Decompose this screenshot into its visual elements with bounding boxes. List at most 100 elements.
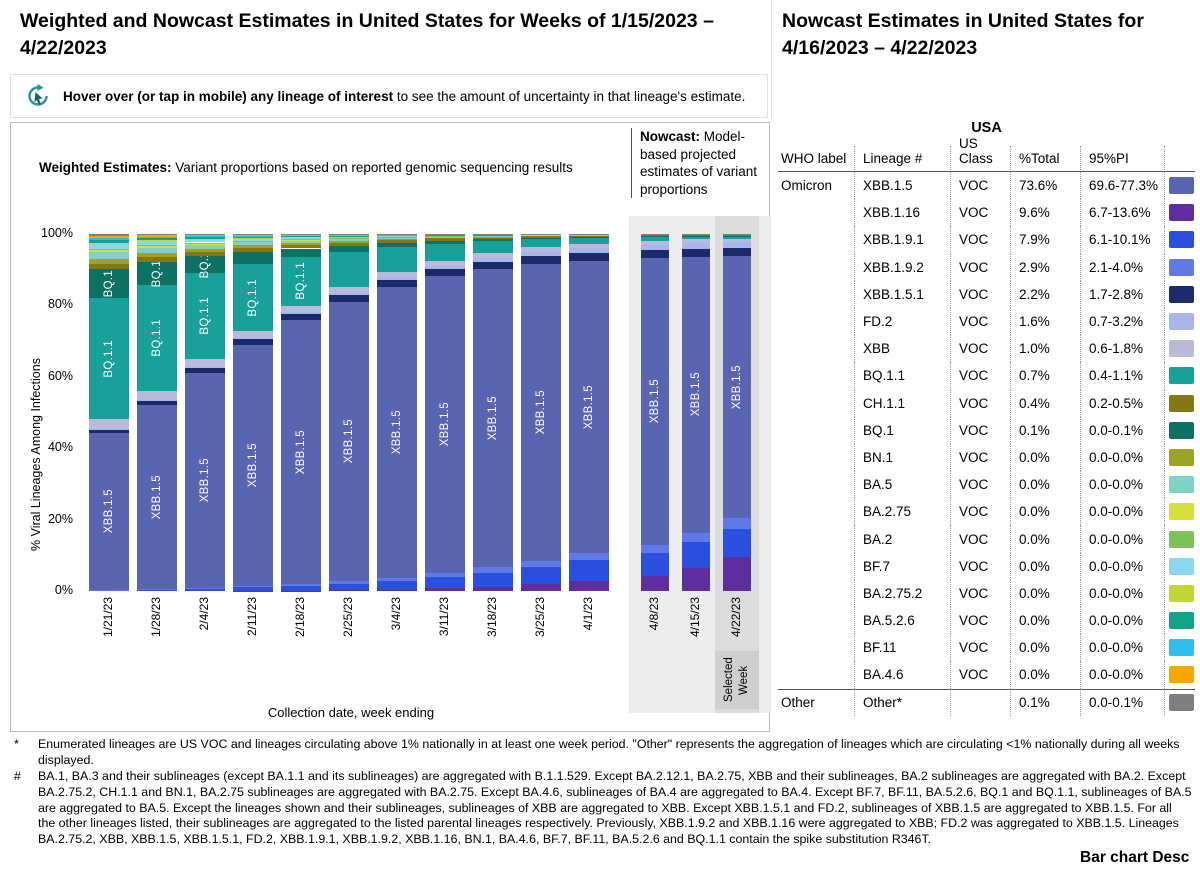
bar-segment-XBB.1.9.2[interactable] [233,586,273,588]
percent-total-cell[interactable]: 7.9% [1010,226,1080,254]
lineage-cell[interactable]: XBB.1.9.1 [854,226,950,254]
pi-cell[interactable]: 0.6-1.8% [1080,335,1164,363]
pi-cell[interactable]: 0.0-0.0% [1080,579,1164,607]
bar-segment-BN.1[interactable] [377,238,417,241]
us-class-cell[interactable]: VOC [950,226,1010,254]
stacked-bar-1/28/23[interactable]: XBB.1.5 BQ.1.1 BQ.1 [137,234,177,591]
bar-segment-BQ.1.1[interactable]: BQ.1.1 [233,263,273,331]
lineage-color-cell[interactable] [1164,443,1195,472]
bar-segment-Other[interactable] [137,234,177,236]
bar-segment-BA.2.75[interactable] [137,246,177,249]
bar-segment-BN.1[interactable] [425,237,465,239]
bar-segment-XBB.1.9.2[interactable] [377,577,417,581]
who-label-cell[interactable] [778,308,854,335]
percent-total-cell[interactable]: 0.7% [1010,362,1080,390]
bar-segment-XBB.1.9.1[interactable] [425,577,465,589]
bar-segment-BQ.1.1[interactable] [641,236,669,241]
bar-segment-BN.1[interactable] [185,248,225,252]
bar-segment-BF.7[interactable] [233,238,273,241]
bar-segment-BF.7[interactable] [185,239,225,243]
percent-total-cell[interactable]: 0.0% [1010,634,1080,662]
lineage-color-cell[interactable] [1164,389,1195,417]
bar-segment-FD.2[interactable] [377,277,417,281]
bar-segment-XBB.1.9.1[interactable] [89,589,129,591]
bar-segment-BQ.1.1[interactable]: BQ.1.1 [89,297,129,420]
bar-segment-XBB[interactable] [473,252,513,258]
bar-segment-BF.7[interactable] [377,235,417,237]
lineage-color-cell[interactable] [1164,172,1195,200]
lineage-color-cell[interactable] [1164,552,1195,580]
lineage-color-cell[interactable] [1164,661,1195,689]
bar-segment-XBB.1.5[interactable]: XBB.1.5 [425,275,465,574]
who-label-cell[interactable] [778,525,854,552]
lineage-color-cell[interactable] [1164,362,1195,390]
bar-segment-XBB[interactable] [682,239,710,244]
who-label-cell[interactable] [778,390,854,417]
pi-cell[interactable]: 0.0-0.0% [1080,634,1164,662]
bar-segment-XBB.1.9.2[interactable] [723,518,751,529]
us-class-cell[interactable]: VOC [950,280,1010,308]
bar-segment-XBB.1.9.1[interactable] [137,589,177,591]
stacked-bar-1/21/23[interactable]: XBB.1.5 BQ.1.1 BQ.1 [89,234,129,591]
bar-segment-XBB.1.5[interactable]: XBB.1.5 [641,257,669,545]
bar-segment-Other[interactable] [329,234,369,235]
bar-segment-CH.1.1[interactable] [137,257,177,263]
who-label-cell[interactable]: Omicron [781,178,833,194]
bar-segment-BA.5[interactable] [473,235,513,237]
bar-segment-XBB.1.5[interactable]: XBB.1.5 [521,263,561,561]
bar-segment-BQ.1.1[interactable] [329,251,369,288]
bar-segment-XBB.1.5.1[interactable] [682,248,710,257]
bar-segment-XBB.1.16[interactable] [473,586,513,591]
us-class-cell[interactable]: VOC [950,199,1010,227]
bar-segment-CH.1.1[interactable] [723,234,751,236]
who-label-cell[interactable] [778,553,854,580]
bar-segment-BQ.1[interactable]: BQ.1 [137,260,177,287]
bar-segment-BA.2.75[interactable] [329,238,369,240]
lineage-cell[interactable]: BA.2.75 [854,498,950,526]
bar-segment-XBB.1.5.1[interactable] [425,268,465,276]
bar-segment-BQ.1.1[interactable] [682,236,710,240]
bar-segment-BA.5[interactable] [425,236,465,238]
who-label-cell[interactable] [778,498,854,525]
bar-segment-FD.2[interactable] [137,399,177,401]
bar-segment-XBB.1.9.1[interactable] [723,528,751,557]
bar-segment-XBB.1.5.1[interactable] [89,429,129,433]
lineage-cell[interactable]: BF.7 [854,552,950,580]
us-class-cell[interactable]: VOC [950,661,1010,689]
bar-segment-BA.2.75.2[interactable] [185,238,225,240]
lineage-color-cell[interactable] [1164,307,1195,336]
bar-segment-BQ.1.1[interactable] [569,238,609,244]
percent-total-cell[interactable]: 0.0% [1010,471,1080,499]
bar-segment-BQ.1.1[interactable]: BQ.1.1 [281,256,321,306]
bar-segment-BN.1[interactable] [281,242,321,245]
bar-segment-BN.1[interactable] [233,245,273,248]
bar-segment-BA.5.2.6[interactable] [281,235,321,237]
bar-segment-XBB.1.16[interactable] [521,584,561,591]
pi-cell[interactable]: 0.0-0.1% [1080,688,1164,716]
bar-segment-BQ.1.1[interactable] [723,236,751,239]
bar-segment-XBB.1.9.1[interactable] [329,583,369,591]
bar-segment-XBB.1.9.2[interactable] [473,567,513,573]
lineage-cell[interactable]: XBB.1.5 [854,172,950,200]
bar-segment-FD.2[interactable] [682,243,710,249]
bar-segment-XBB.1.5[interactable]: XBB.1.5 [723,255,751,519]
bar-segment-XBB.1.16[interactable] [425,588,465,591]
us-class-cell[interactable]: VOC [950,525,1010,553]
us-class-cell[interactable]: VOC [950,389,1010,417]
us-class-cell[interactable]: VOC [950,498,1010,526]
bar-segment-XBB.1.9.2[interactable] [569,552,609,561]
who-label-cell[interactable] [778,580,854,607]
pi-cell[interactable]: 0.2-0.5% [1080,389,1164,417]
stacked-bar-4/22/23[interactable]: XBB.1.5 [723,234,751,591]
who-label-cell[interactable] [778,199,854,226]
lineage-cell[interactable]: FD.2 [854,307,950,336]
bar-segment-FD.2[interactable] [641,244,669,250]
bar-segment-XBB.1.9.1[interactable] [185,588,225,591]
bar-segment-BA.4.6[interactable] [137,235,177,238]
bar-segment-FD.2[interactable] [569,247,609,253]
bar-segment-XBB[interactable] [377,271,417,278]
lineage-color-cell[interactable] [1164,688,1195,716]
us-class-cell[interactable] [950,688,1010,716]
bar-segment-FD.2[interactable] [329,293,369,296]
bar-segment-BA.4.6[interactable] [281,234,321,236]
